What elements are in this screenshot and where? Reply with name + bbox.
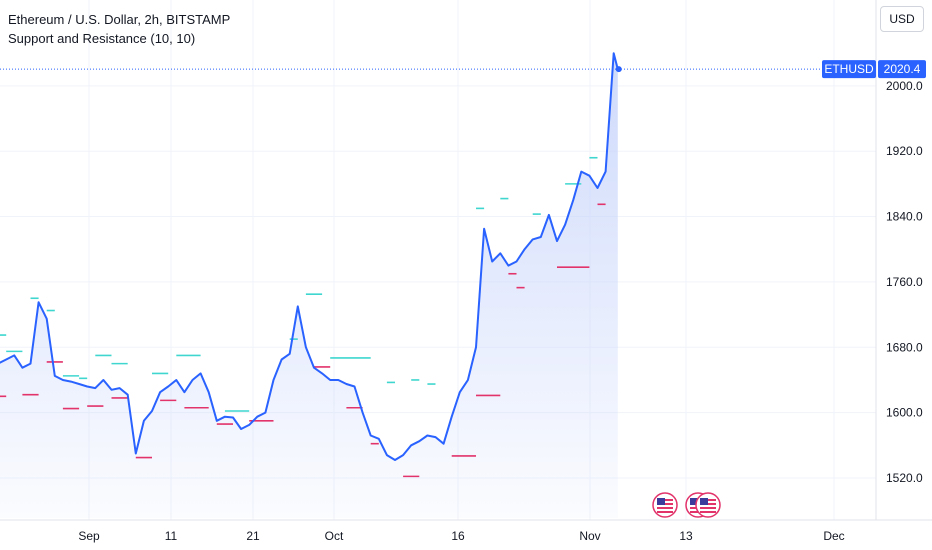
y-tick-label: 1600.0: [886, 406, 923, 420]
flag-stripe: [657, 507, 673, 509]
x-tick-label: Nov: [579, 529, 600, 543]
y-tick-label: 1840.0: [886, 210, 923, 224]
y-tick-label: 2000.0: [886, 79, 923, 93]
chart-title: Ethereum / U.S. Dollar, 2h, BITSTAMP: [8, 12, 231, 27]
flag-canton: [690, 498, 698, 505]
y-tick-label: 1920.0: [886, 144, 923, 158]
currency-button[interactable]: USD: [880, 6, 924, 32]
x-tick-label: 11: [165, 529, 178, 543]
x-tick-label: 16: [451, 529, 465, 543]
x-tick-label: Sep: [78, 529, 100, 543]
symbol-label: ETHUSD: [824, 62, 874, 76]
price-series-line: [0, 52, 619, 461]
flag-canton: [700, 498, 708, 505]
price-label-box: [878, 60, 926, 79]
symbol-label-box: [822, 60, 876, 79]
y-tick-label: 1760.0: [886, 275, 923, 289]
y-tick-label: 1680.0: [886, 340, 923, 354]
last-price-marker: [615, 66, 622, 73]
price-area-fill: [0, 53, 618, 518]
x-tick-label: Dec: [823, 529, 844, 543]
flag-canton: [657, 498, 665, 505]
flag-stripe: [700, 507, 716, 509]
price-label-value: 2020.4: [884, 62, 921, 76]
indicator-legend[interactable]: Support and Resistance (10, 10): [8, 31, 196, 46]
flag-stripe: [700, 511, 716, 513]
x-tick-label: 13: [679, 529, 693, 543]
flag-stripe: [657, 511, 673, 513]
x-tick-label: Oct: [325, 529, 344, 543]
x-tick-label: 21: [246, 529, 260, 543]
y-tick-label: 1520.0: [886, 471, 923, 485]
